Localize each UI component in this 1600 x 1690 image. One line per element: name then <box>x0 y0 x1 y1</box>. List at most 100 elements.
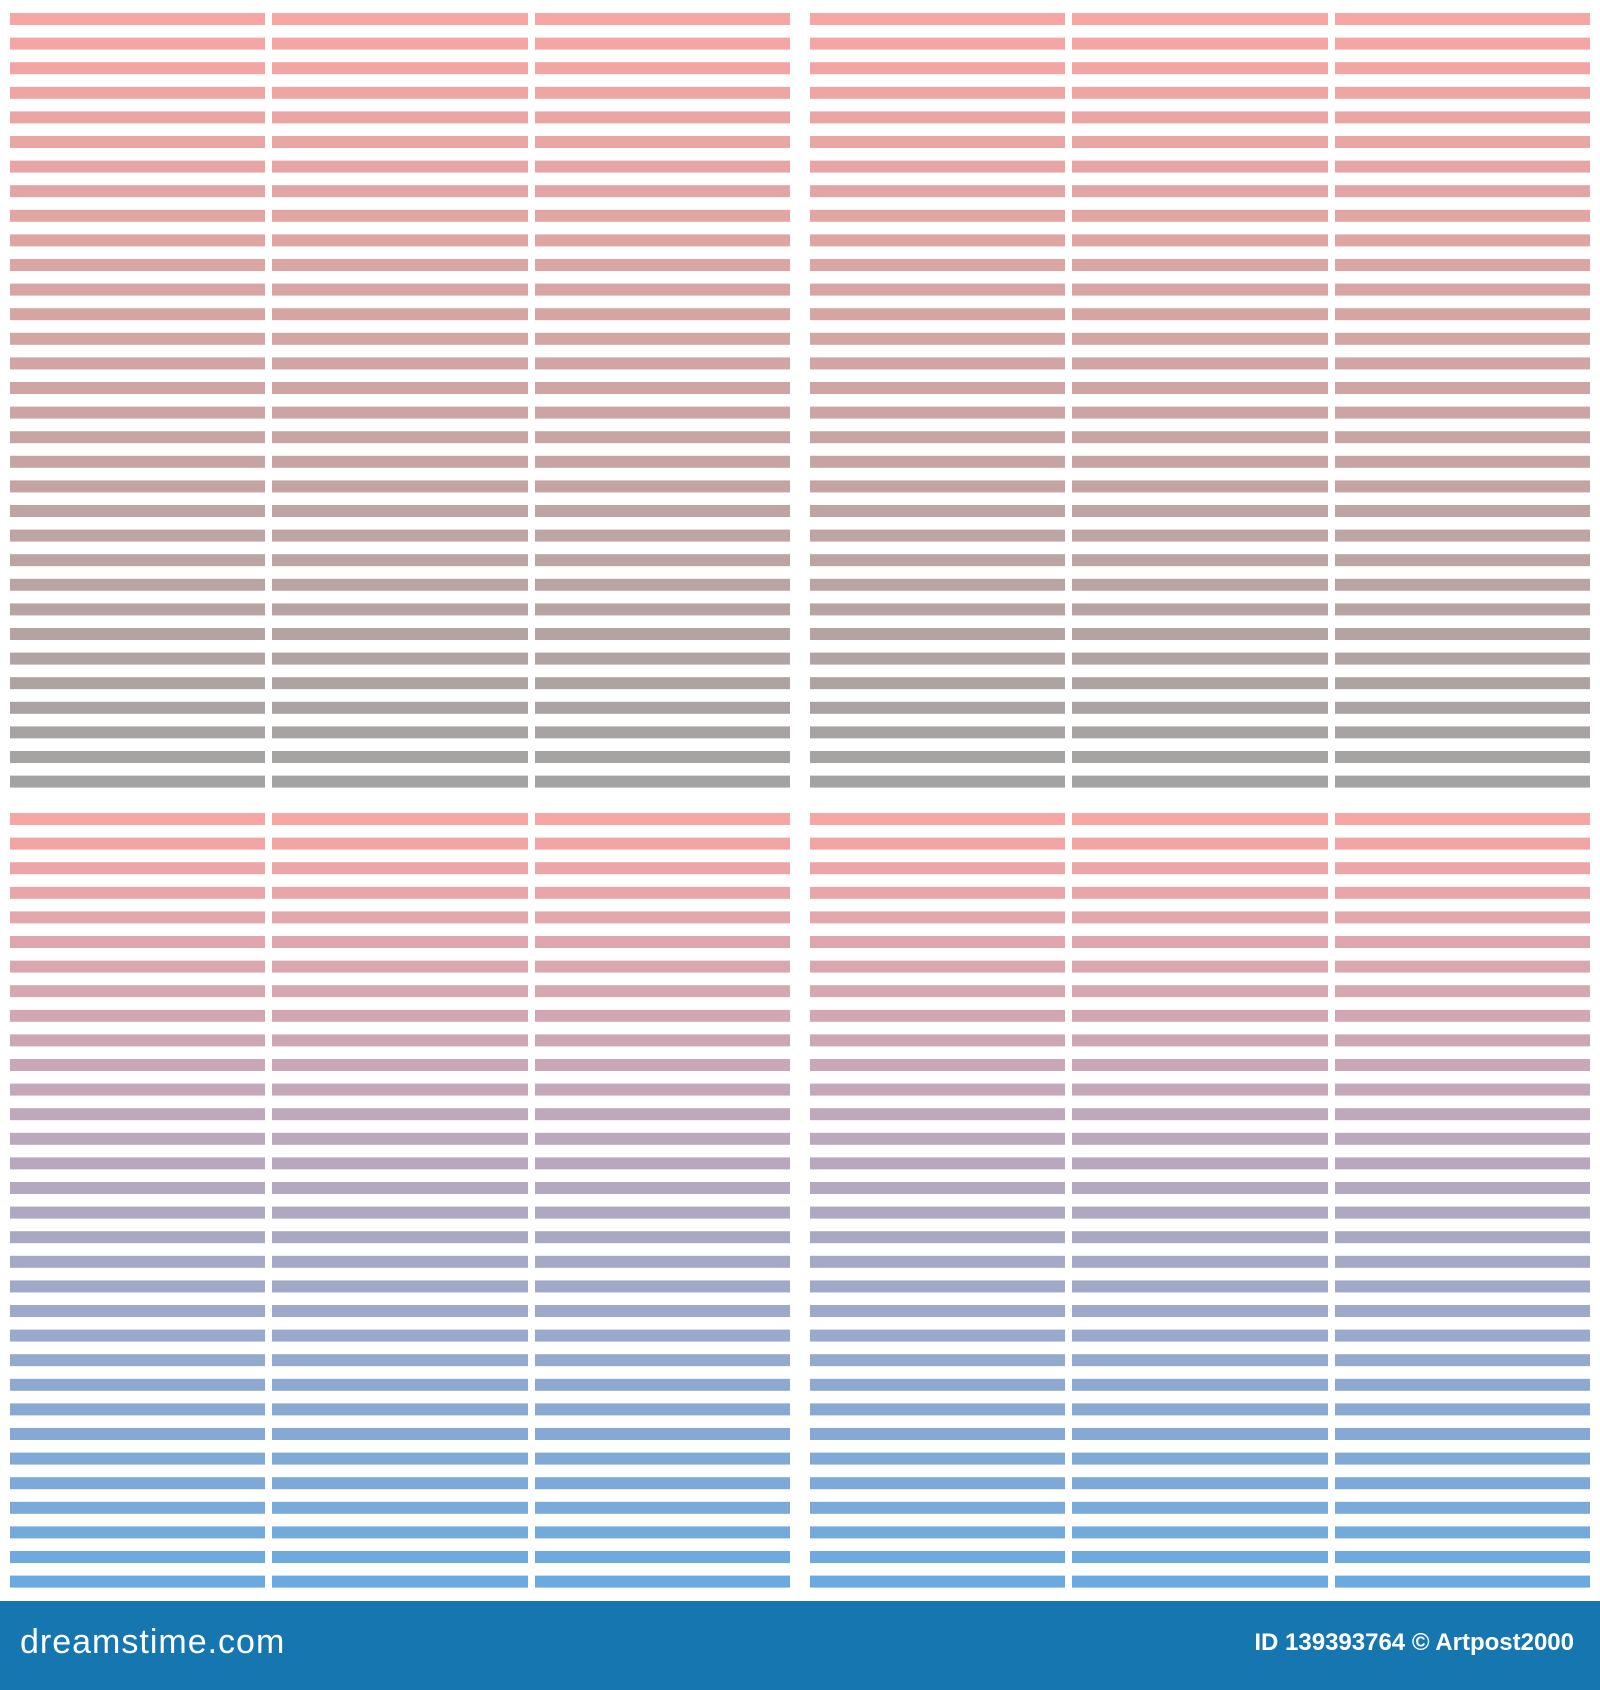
stripe <box>810 505 1065 517</box>
stripe <box>810 1477 1065 1490</box>
stripe <box>1335 1428 1590 1440</box>
stripe <box>1335 886 1590 899</box>
stripe <box>1335 357 1590 370</box>
stripe <box>272 1059 528 1071</box>
stripe <box>1072 234 1328 247</box>
stripe <box>535 1083 790 1096</box>
stripe <box>810 406 1065 419</box>
stripe <box>272 13 528 25</box>
stripe <box>272 1354 528 1367</box>
stripe <box>1072 603 1328 616</box>
stripe <box>1335 1009 1590 1022</box>
stripe <box>272 985 528 998</box>
stripe <box>10 431 265 444</box>
stripe <box>272 86 528 99</box>
stripe <box>10 1526 265 1539</box>
stripe <box>10 1108 265 1121</box>
stripe <box>810 1305 1065 1317</box>
stripe <box>810 985 1065 998</box>
stripe <box>10 62 265 75</box>
stripe <box>272 1305 528 1317</box>
stripe <box>1335 455 1590 468</box>
stripe <box>1072 505 1328 517</box>
stripe <box>1335 1059 1590 1071</box>
stripe <box>272 751 528 763</box>
stripe <box>1072 1403 1328 1416</box>
stripe <box>272 111 528 124</box>
stripe <box>535 1403 790 1416</box>
stripe <box>1072 111 1328 124</box>
stripe <box>10 259 265 271</box>
stripe <box>1072 554 1328 567</box>
stripe <box>1335 578 1590 591</box>
stripe <box>1335 985 1590 998</box>
stripe <box>810 382 1065 394</box>
stripe <box>1072 259 1328 271</box>
stripe <box>1072 62 1328 75</box>
stripe <box>810 628 1065 640</box>
stripe <box>10 603 265 616</box>
stripe <box>1072 862 1328 875</box>
stripe <box>10 480 265 493</box>
stripe <box>272 1157 528 1170</box>
stripe <box>1072 13 1328 25</box>
stripe <box>810 1354 1065 1367</box>
stripe <box>535 1009 790 1022</box>
stripe <box>10 1305 265 1317</box>
stripe <box>272 1501 528 1514</box>
stripe <box>272 308 528 321</box>
stripe <box>1072 1182 1328 1194</box>
stripe <box>10 911 265 924</box>
stripe <box>10 628 265 640</box>
stripe <box>1335 1280 1590 1293</box>
stripe <box>810 1526 1065 1539</box>
stripe <box>1335 936 1590 948</box>
stripe <box>535 751 790 763</box>
stripe <box>535 505 790 517</box>
stripe <box>272 529 528 542</box>
stripe <box>1335 1108 1590 1121</box>
stripe <box>10 1403 265 1416</box>
stripe <box>1072 1231 1328 1244</box>
stripe <box>810 1034 1065 1047</box>
stripe <box>272 431 528 444</box>
stripe <box>1335 1378 1590 1391</box>
stripe <box>1072 480 1328 493</box>
stripe <box>1072 837 1328 850</box>
stripe <box>535 1575 790 1588</box>
stripe <box>1072 578 1328 591</box>
stripe <box>10 1231 265 1244</box>
stripe <box>1072 1526 1328 1539</box>
stripe <box>810 960 1065 973</box>
stripe <box>535 431 790 444</box>
stripe <box>10 13 265 25</box>
stripe <box>10 86 265 99</box>
stripe <box>535 1132 790 1145</box>
stripe <box>272 886 528 899</box>
stripe <box>1335 406 1590 419</box>
stripe <box>10 813 265 825</box>
stripe <box>10 960 265 973</box>
stripe <box>535 886 790 899</box>
brand: dreamstime.com <box>20 1623 286 1661</box>
stripe <box>810 603 1065 616</box>
stripe <box>272 37 528 50</box>
stripe <box>272 160 528 173</box>
stripe <box>10 985 265 998</box>
stripe <box>272 1206 528 1219</box>
stripe <box>535 1157 790 1170</box>
stripe <box>810 862 1065 875</box>
stripe <box>10 1329 265 1342</box>
stripe <box>1072 726 1328 739</box>
stripe <box>1072 1575 1328 1588</box>
stripe <box>1072 1354 1328 1367</box>
stripe <box>810 160 1065 173</box>
stripe <box>535 960 790 973</box>
stripe <box>535 332 790 345</box>
stripe <box>810 1083 1065 1096</box>
stripe <box>1072 406 1328 419</box>
stripe <box>1335 862 1590 875</box>
stripe <box>10 234 265 247</box>
stripe <box>272 185 528 198</box>
stripe <box>1072 1206 1328 1219</box>
